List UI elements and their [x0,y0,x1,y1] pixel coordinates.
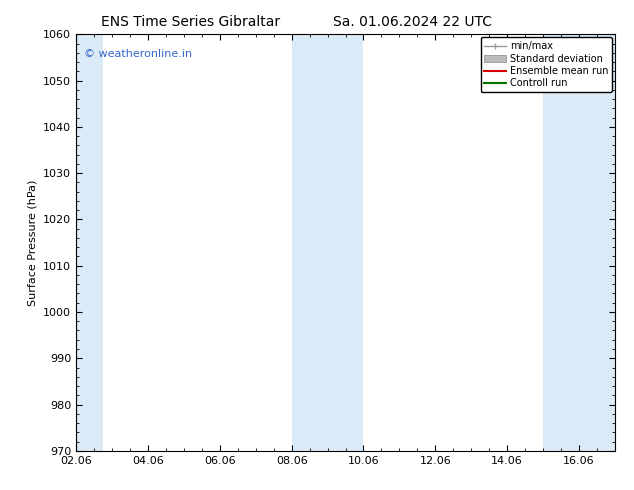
Bar [292,34,363,451]
Y-axis label: Surface Pressure (hPa): Surface Pressure (hPa) [27,179,37,306]
Legend: min/max, Standard deviation, Ensemble mean run, Controll run: min/max, Standard deviation, Ensemble me… [481,37,612,92]
Text: ENS Time Series Gibraltar: ENS Time Series Gibraltar [101,15,280,29]
Bar [76,34,103,451]
Text: © weatheronline.in: © weatheronline.in [84,49,192,59]
Text: Sa. 01.06.2024 22 UTC: Sa. 01.06.2024 22 UTC [333,15,491,29]
Bar [543,34,615,451]
